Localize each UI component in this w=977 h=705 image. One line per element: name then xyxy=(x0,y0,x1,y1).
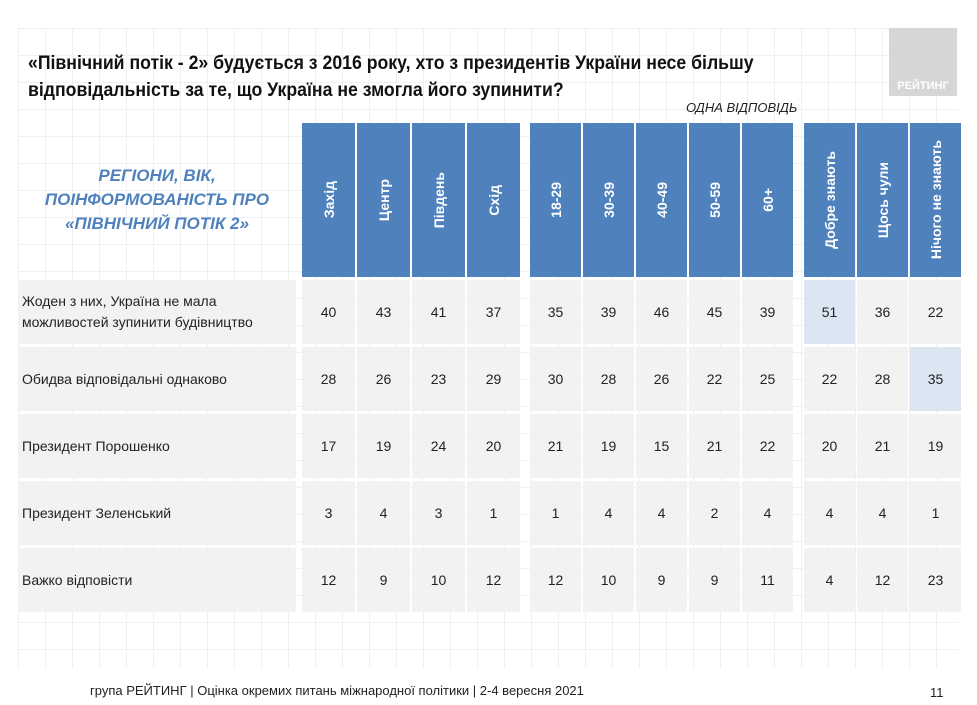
table-cell: 4 xyxy=(804,481,855,545)
column-header-label: Схід xyxy=(485,184,502,216)
column-header-label: 30-39 xyxy=(600,182,617,218)
results-table: РЕГІОНИ, ВІК, ПОІНФОРМОВАНІСТЬ ПРО «ПІВН… xyxy=(18,123,961,612)
table-cell: 51 xyxy=(804,280,855,344)
column-header-label: Добре знають xyxy=(821,151,838,249)
table-cell: 12 xyxy=(302,548,355,612)
table-cell: 29 xyxy=(467,347,520,411)
column-header: Щось чули xyxy=(857,123,908,277)
column-header: Захід xyxy=(302,123,355,277)
column-header-label: 40-49 xyxy=(653,182,670,218)
table-cell: 40 xyxy=(302,280,355,344)
column-header: Південь xyxy=(412,123,465,277)
table-cell: 37 xyxy=(467,280,520,344)
table-cell: 12 xyxy=(530,548,581,612)
table-cell: 24 xyxy=(412,414,465,478)
row-label: Жоден з них, Україна не мала можливостей… xyxy=(18,280,296,344)
column-header: Нічого не знають xyxy=(910,123,961,277)
rating-logo: РЕЙТИНГ xyxy=(889,28,957,96)
column-header: 18-29 xyxy=(530,123,581,277)
table-cell: 19 xyxy=(910,414,961,478)
table-cell: 4 xyxy=(857,481,908,545)
table-cell: 17 xyxy=(302,414,355,478)
table-cell: 21 xyxy=(530,414,581,478)
table-cell: 19 xyxy=(583,414,634,478)
column-header-label: Щось чули xyxy=(874,161,891,239)
table-cell: 9 xyxy=(357,548,410,612)
table-cell: 4 xyxy=(583,481,634,545)
column-header-label: 60+ xyxy=(759,188,776,212)
footer: група РЕЙТИНГ | Оцінка окремих питань мі… xyxy=(90,683,584,698)
table-cell: 9 xyxy=(636,548,687,612)
table-cell: 9 xyxy=(689,548,740,612)
column-header: 40-49 xyxy=(636,123,687,277)
row-label: Обидва відповідальні однаково xyxy=(18,347,296,411)
table-cell: 22 xyxy=(689,347,740,411)
table-cell: 4 xyxy=(636,481,687,545)
row-label: Президент Порошенко xyxy=(18,414,296,478)
table-cell: 1 xyxy=(467,481,520,545)
table-cell: 36 xyxy=(857,280,908,344)
table-cell: 41 xyxy=(412,280,465,344)
column-header: 60+ xyxy=(742,123,793,277)
table-cell: 22 xyxy=(742,414,793,478)
table-cell: 45 xyxy=(689,280,740,344)
table-cell: 15 xyxy=(636,414,687,478)
table-cell: 12 xyxy=(467,548,520,612)
column-header: 30-39 xyxy=(583,123,634,277)
page-number: 11 xyxy=(930,685,944,700)
column-header-label: Південь xyxy=(430,171,447,229)
table-cell: 1 xyxy=(530,481,581,545)
column-header-label: 18-29 xyxy=(547,182,564,218)
table-cell: 43 xyxy=(357,280,410,344)
table-cell: 30 xyxy=(530,347,581,411)
table-cell: 11 xyxy=(742,548,793,612)
column-header: Центр xyxy=(357,123,410,277)
answer-note: ОДНА ВІДПОВІДЬ xyxy=(686,100,798,115)
column-header: 50-59 xyxy=(689,123,740,277)
table-cell: 23 xyxy=(910,548,961,612)
table-cell: 21 xyxy=(689,414,740,478)
table-cell: 1 xyxy=(910,481,961,545)
table-cell: 39 xyxy=(742,280,793,344)
row-label: Важко відповісти xyxy=(18,548,296,612)
table-cell: 10 xyxy=(412,548,465,612)
table-cell: 35 xyxy=(530,280,581,344)
table-cell: 2 xyxy=(689,481,740,545)
table-cell: 12 xyxy=(857,548,908,612)
table-cell: 4 xyxy=(742,481,793,545)
table-cell: 22 xyxy=(804,347,855,411)
row-label: Президент Зеленський xyxy=(18,481,296,545)
column-header-label: Центр xyxy=(375,178,392,222)
column-header: Добре знають xyxy=(804,123,855,277)
table-cell: 4 xyxy=(357,481,410,545)
column-header-label: Захід xyxy=(320,181,337,219)
table-cell: 23 xyxy=(412,347,465,411)
table-cell: 21 xyxy=(857,414,908,478)
table-cell: 46 xyxy=(636,280,687,344)
table-cell: 22 xyxy=(910,280,961,344)
logo-text: РЕЙТИНГ xyxy=(897,80,949,92)
table-cell: 28 xyxy=(857,347,908,411)
table-cell: 26 xyxy=(636,347,687,411)
table-cell: 19 xyxy=(357,414,410,478)
table-cell: 26 xyxy=(357,347,410,411)
table-corner-label: РЕГІОНИ, ВІК, ПОІНФОРМОВАНІСТЬ ПРО «ПІВН… xyxy=(44,166,270,233)
column-header-label: 50-59 xyxy=(706,182,723,218)
table-cell: 20 xyxy=(467,414,520,478)
column-header: Схід xyxy=(467,123,520,277)
table-cell: 28 xyxy=(583,347,634,411)
slide-title: «Північний потік - 2» будується з 2016 р… xyxy=(28,53,754,101)
table-cell: 3 xyxy=(412,481,465,545)
table-cell: 28 xyxy=(302,347,355,411)
table-cell: 20 xyxy=(804,414,855,478)
table-cell: 10 xyxy=(583,548,634,612)
table-cell: 39 xyxy=(583,280,634,344)
table-cell: 4 xyxy=(804,548,855,612)
column-header-label: Нічого не знають xyxy=(927,140,944,260)
table-cell: 25 xyxy=(742,347,793,411)
table-cell: 35 xyxy=(910,347,961,411)
table-cell: 3 xyxy=(302,481,355,545)
